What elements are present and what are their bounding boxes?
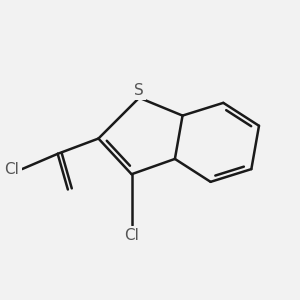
Text: Cl: Cl [124,228,139,243]
Text: S: S [134,82,144,98]
Text: Cl: Cl [4,162,19,177]
